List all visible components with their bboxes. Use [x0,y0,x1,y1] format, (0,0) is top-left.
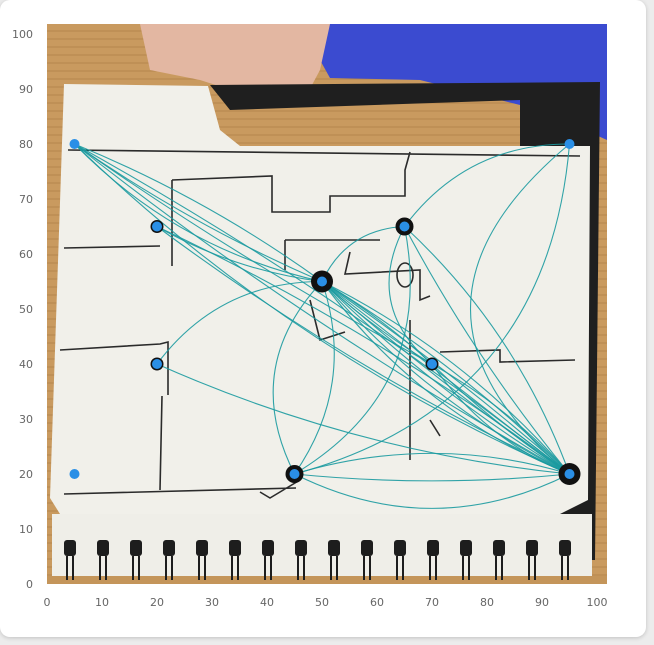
spiral-coil [130,540,142,556]
x-tick-label: 0 [44,596,51,609]
edge-line [74,143,570,475]
y-tick-label: 60 [19,248,33,261]
edges [74,143,571,509]
y-tick-label: 40 [19,358,33,371]
y-tick-label: 80 [19,138,33,151]
edge-line [156,226,323,283]
x-tick-label: 70 [425,596,439,609]
edge-line [321,225,405,282]
data-point[interactable] [317,276,327,287]
spiral-coil [97,540,109,556]
data-point[interactable] [399,221,410,232]
x-tick-label: 90 [535,596,549,609]
y-tick-label: 0 [26,578,33,591]
x-tick-label: 10 [95,596,109,609]
spiral-coil [559,540,571,556]
edge-line [272,281,323,475]
spiral-coil [493,540,505,556]
edge-line [294,473,570,509]
points [69,139,581,485]
y-tick-label: 30 [19,413,33,426]
edge-line [469,143,570,475]
edge-line [156,363,570,475]
edge-line [294,452,570,475]
spiral-coil [361,540,373,556]
edge-line [404,226,571,475]
data-point[interactable] [69,139,80,149]
y-tick-label: 90 [19,83,33,96]
edge-line [156,226,570,475]
spiral-coil [427,540,439,556]
y-tick-label: 50 [19,303,33,316]
edge-line [74,143,433,365]
edge-line [74,143,323,283]
edge-line [431,363,570,475]
edge-line [321,281,570,475]
spiral-coil [163,540,175,556]
edge-line [74,143,323,282]
edge-line [321,281,570,475]
edge-line [294,473,570,482]
chart-card: 0 10 20 30 40 50 60 70 80 90 100 0 10 20 30 40 50 60 70 80… [0,0,646,637]
edge-line [388,226,433,365]
edge-line [156,280,323,365]
spiral-binding [64,540,571,580]
edge-line [294,281,335,475]
data-point[interactable] [564,469,575,479]
scatter-chart: 0 10 20 30 40 50 60 70 80 90 100 0 10 20 30 40 50 60 70 80… [12,24,608,609]
edge-line [431,363,570,475]
x-tick-label: 20 [150,596,164,609]
y-tick-label: 100 [12,28,33,41]
edge-line [321,281,570,475]
y-tick-label: 20 [19,468,33,481]
edge-line [321,281,570,475]
y-axis-ticks: 0 10 20 30 40 50 60 70 80 90 100 [12,28,33,591]
x-tick-label: 50 [315,596,329,609]
y-tick-label: 70 [19,193,33,206]
spiral-coil [526,540,538,556]
spiral-coil [295,540,307,556]
x-tick-label: 30 [205,596,219,609]
x-tick-label: 100 [587,596,608,609]
edge-line [294,226,411,475]
edge-line [321,281,433,365]
edge-line [431,363,570,475]
data-point[interactable] [564,139,575,149]
edge-line [404,226,570,475]
edge-line [321,281,570,475]
floor-strip [47,576,607,584]
spiral-coil [460,540,472,556]
blue-sleeve [300,24,607,140]
y-tick-label: 10 [19,523,33,536]
notebook-page [50,84,590,514]
data-point[interactable] [69,469,80,479]
x-tick-label: 40 [260,596,274,609]
edge-line [294,143,571,475]
spiral-coil [262,540,274,556]
spiral-coil [64,540,76,556]
data-point[interactable] [152,359,162,369]
data-point[interactable] [427,359,437,369]
spiral-coil [328,540,340,556]
x-axis-ticks: 0 10 20 30 40 50 60 70 80 90 100 [44,596,608,609]
spiral-coil [229,540,241,556]
hand [140,24,330,104]
x-tick-label: 80 [480,596,494,609]
data-point[interactable] [152,221,162,232]
spiral-coil [196,540,208,556]
background-photo [47,24,607,584]
edge-line [404,143,570,227]
x-tick-label: 60 [370,596,384,609]
spiral-coil [394,540,406,556]
data-point[interactable] [289,469,300,479]
